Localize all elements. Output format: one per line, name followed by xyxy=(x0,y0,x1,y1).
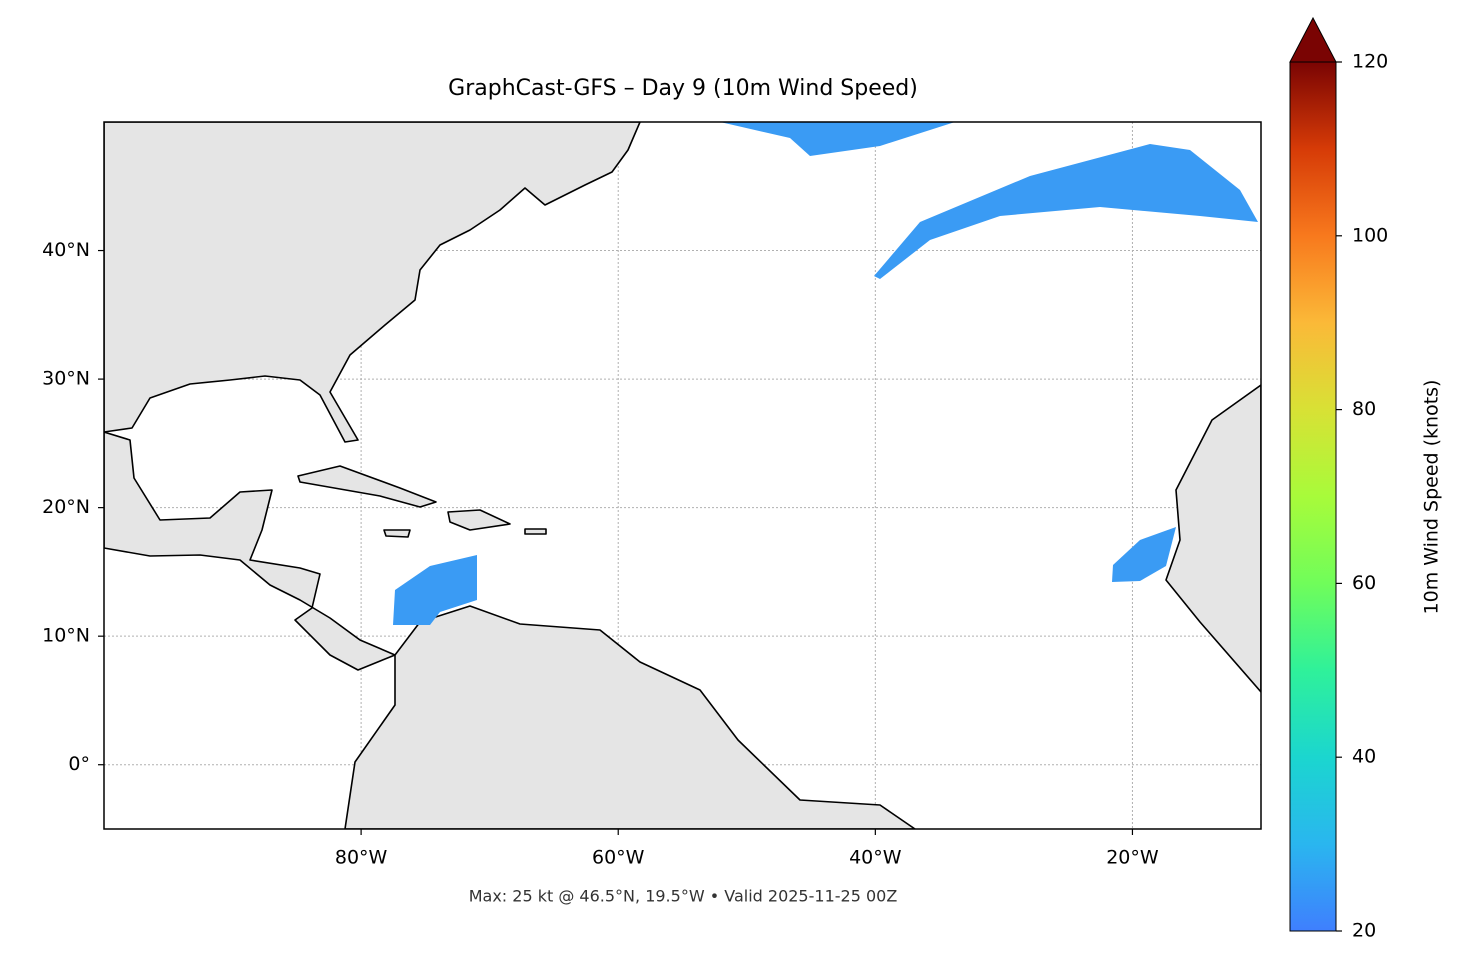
x-tick-label: 60°W xyxy=(592,847,645,869)
colorbar-tick-label: 120 xyxy=(1352,51,1388,73)
y-tick-label: 40°N xyxy=(42,239,90,261)
colorbar-tick-label: 80 xyxy=(1352,398,1376,420)
map-area xyxy=(104,122,1261,829)
south-america xyxy=(344,605,916,829)
wind-area xyxy=(393,555,477,625)
y-tick-label: 10°N xyxy=(42,625,90,647)
colorbar-tick-label: 100 xyxy=(1352,224,1388,246)
wind-area xyxy=(874,144,1258,279)
y-tick-label: 30°N xyxy=(42,368,90,390)
colorbar-label: 10m Wind Speed (knots) xyxy=(1421,380,1443,615)
puerto-rico xyxy=(524,528,547,535)
footer-note: Max: 25 kt @ 46.5°N, 19.5°W • Valid 2025… xyxy=(469,887,898,906)
colorbar xyxy=(1289,61,1337,932)
africa xyxy=(1165,384,1261,693)
cuba xyxy=(297,465,437,508)
map-frame xyxy=(103,121,1262,830)
colorbar-tick-label: 40 xyxy=(1352,746,1376,768)
x-tick-label: 80°W xyxy=(335,847,388,869)
wind-area xyxy=(1112,527,1176,582)
mexico-central-america xyxy=(104,431,396,671)
colorbar-tick-label: 60 xyxy=(1352,572,1376,594)
axes: 80°W 60°W 40°W 20°W 0° 10°N 20°N 30°N 40°N 20 40 60… xyxy=(42,51,1388,942)
jamaica xyxy=(383,529,411,538)
x-tick-label: 20°W xyxy=(1106,847,1159,869)
y-tick-label: 20°N xyxy=(42,496,90,518)
colorbar-extend xyxy=(1289,16,1337,63)
colorbar-tick-label: 20 xyxy=(1352,920,1376,942)
wind-area xyxy=(720,122,955,156)
hispaniola xyxy=(447,509,511,531)
y-tick-label: 0° xyxy=(68,753,90,775)
map-title: GraphCast-GFS – Day 9 (10m Wind Speed) xyxy=(448,76,918,101)
x-tick-label: 40°W xyxy=(849,847,902,869)
north-america xyxy=(104,122,641,443)
